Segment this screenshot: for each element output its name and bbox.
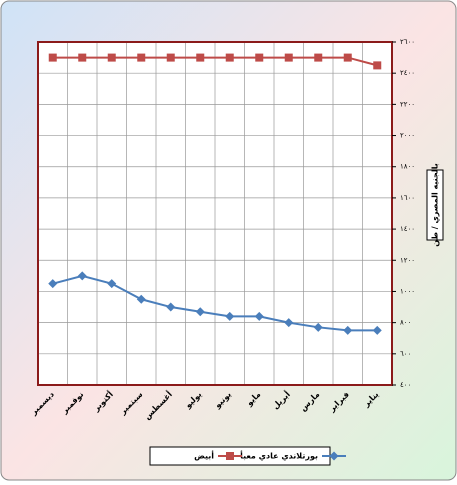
y-label-box: [426, 169, 444, 241]
point: [284, 318, 294, 328]
point: [373, 61, 382, 70]
y-tick-label: ٢٤٠٠: [400, 69, 415, 77]
point: [314, 53, 323, 62]
point: [372, 325, 382, 335]
y-tick-label: ٢٢٠٠: [400, 100, 415, 108]
y-tick-label: ٦٠٠: [400, 350, 411, 358]
point: [166, 53, 175, 62]
point: [195, 307, 205, 317]
point: [284, 53, 293, 62]
y-axis-label: بالجنيه المصري / طن: [431, 163, 440, 246]
y-tick-label: ٢٦٠٠: [400, 38, 415, 46]
series-line: [52, 274, 378, 332]
point: [77, 271, 87, 281]
point: [196, 53, 205, 62]
y-tick-label: ١٨٠٠: [400, 163, 415, 171]
point: [78, 53, 87, 62]
point: [225, 311, 235, 321]
legend-label: بورتلاندي عادي معبأ: [240, 451, 318, 461]
point: [343, 325, 353, 335]
point: [255, 53, 264, 62]
point: [107, 53, 116, 62]
y-tick-label: ٨٠٠: [400, 319, 411, 327]
point: [166, 302, 176, 312]
point: [107, 279, 117, 289]
y-tick-label: ٢٠٠٠: [400, 132, 415, 140]
plot-border: [37, 41, 393, 386]
legend-marker: [329, 451, 339, 461]
series-line: [52, 56, 378, 67]
point: [48, 279, 58, 289]
y-tick-label: ١٤٠٠: [400, 225, 415, 233]
point: [136, 294, 146, 304]
point: [48, 53, 57, 62]
point: [343, 53, 352, 62]
point: [137, 53, 146, 62]
point: [254, 311, 264, 321]
point: [225, 53, 234, 62]
y-tick-label: ٤٠٠: [400, 381, 411, 389]
y-tick-label: ١٢٠٠: [400, 256, 415, 264]
point: [313, 322, 323, 332]
y-tick-label: ١٠٠٠: [400, 287, 415, 295]
legend-marker: [226, 452, 234, 460]
y-tick-label: ١٦٠٠: [400, 194, 415, 202]
legend-label: أبيض: [194, 451, 214, 462]
